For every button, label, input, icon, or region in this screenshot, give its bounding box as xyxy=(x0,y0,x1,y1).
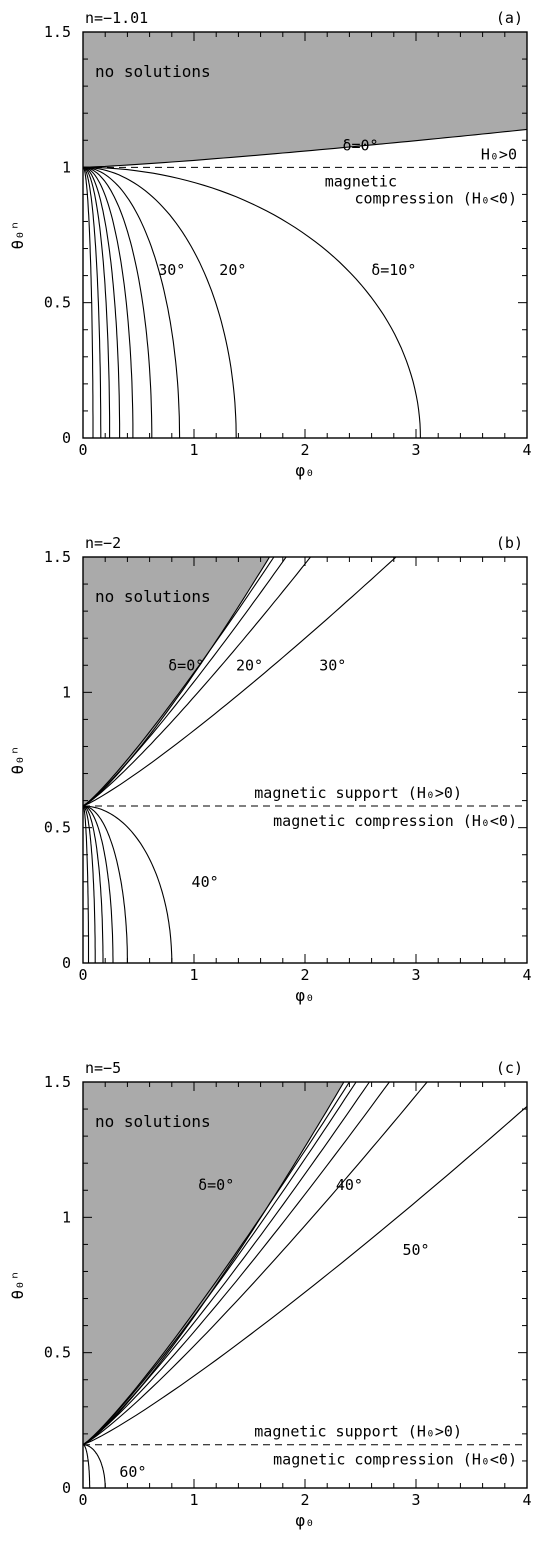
no-solutions-label: no solutions xyxy=(95,587,211,606)
y-tick-label: 1 xyxy=(62,683,71,701)
lower-curve xyxy=(82,166,121,438)
curve-label: 40° xyxy=(192,873,219,891)
x-tick-label: 0 xyxy=(78,1491,87,1509)
lower-curve xyxy=(82,805,128,963)
upper-curve xyxy=(82,1081,357,1446)
no-solutions-region xyxy=(83,32,527,168)
x-axis-label: φ₀ xyxy=(295,461,314,480)
panel-label: (b) xyxy=(496,534,523,552)
x-tick-label: 1 xyxy=(189,441,198,459)
y-tick-label: 0.5 xyxy=(44,294,71,312)
lower-curve xyxy=(83,1444,106,1488)
lower-curve xyxy=(82,166,111,438)
region-label-compression: magnetic compression (H₀<0) xyxy=(273,812,517,830)
curve-label: 20° xyxy=(236,656,263,674)
n-value-label: n=−2 xyxy=(85,534,121,552)
x-tick-label: 4 xyxy=(522,966,531,984)
upper-curve xyxy=(82,1081,350,1446)
curve-label: 50° xyxy=(402,1241,429,1259)
y-axis-label: θ₀ⁿ xyxy=(8,746,27,775)
y-tick-label: 1 xyxy=(62,1208,71,1226)
y-tick-label: 0 xyxy=(62,954,71,972)
region-label-compression: magnetic xyxy=(325,172,397,190)
curve-label: 40° xyxy=(336,1176,363,1194)
x-tick-label: 1 xyxy=(189,966,198,984)
n-value-label: n=−1.01 xyxy=(85,9,148,27)
lower-curve xyxy=(82,805,96,963)
lower-curve xyxy=(82,166,181,439)
panel-b: 0 1 2 3 4 0 0.5 1 1.5 φ₀ θ₀ⁿ n=−2 (b) no solutions mag… xyxy=(8,534,532,1005)
y-tick-label: 0.5 xyxy=(44,1344,71,1362)
y-tick-label: 1.5 xyxy=(44,1073,71,1091)
upper-curve xyxy=(82,1081,428,1446)
lower-curve xyxy=(82,805,104,963)
no-solutions-region xyxy=(83,1082,344,1445)
panel-c: 0 1 2 3 4 0 0.5 1 1.5 φ₀ θ₀ⁿ n=−5 (c) no solutions mag… xyxy=(8,1059,532,1530)
upper-curve xyxy=(82,556,275,807)
curve-label: 30° xyxy=(158,261,185,279)
curve-label: δ=0° xyxy=(168,656,204,674)
curve-label: 60° xyxy=(119,1463,146,1481)
lower-curve xyxy=(82,1444,91,1488)
upper-curve xyxy=(82,556,287,807)
region-label-compression: magnetic compression (H₀<0) xyxy=(273,1451,517,1469)
x-tick-label: 3 xyxy=(411,441,420,459)
curve-label: 30° xyxy=(319,656,346,674)
y-tick-label: 1.5 xyxy=(44,23,71,41)
lower-curve xyxy=(82,166,421,439)
lower-curve xyxy=(82,805,90,963)
n-value-label: n=−5 xyxy=(85,1059,121,1077)
no-solutions-label: no solutions xyxy=(95,1112,211,1131)
x-tick-label: 1 xyxy=(189,1491,198,1509)
x-tick-label: 2 xyxy=(300,441,309,459)
lower-curve xyxy=(82,166,94,438)
y-tick-label: 0.5 xyxy=(44,819,71,837)
curve-label: δ=10° xyxy=(371,261,416,279)
upper-curve xyxy=(82,1105,528,1446)
x-tick-label: 2 xyxy=(300,1491,309,1509)
panel-a: 0 1 2 3 4 0 0.5 1 1.5 φ₀ θ₀ⁿ n=−1.01 (a) no solutions… xyxy=(8,9,532,480)
no-solutions-region xyxy=(83,557,270,807)
panel-label: (a) xyxy=(496,9,523,27)
x-tick-label: 0 xyxy=(78,441,87,459)
y-tick-label: 1.5 xyxy=(44,548,71,566)
panel-label: (c) xyxy=(496,1059,523,1077)
lower-curve xyxy=(82,166,102,438)
upper-curve xyxy=(82,556,397,807)
region-label-compression: compression (H₀<0) xyxy=(354,189,517,207)
y-tick-label: 1 xyxy=(62,158,71,176)
lower-curve xyxy=(82,166,153,438)
curve-label: δ=0° xyxy=(198,1176,234,1194)
no-solutions-label: no solutions xyxy=(95,62,211,81)
region-label-support: magnetic support (H₀>0) xyxy=(254,784,462,802)
lower-curve xyxy=(82,166,237,439)
lower-curve xyxy=(82,805,114,963)
boundary-curve xyxy=(82,128,528,168)
upper-curve xyxy=(82,1081,370,1446)
y-axis-label: θ₀ⁿ xyxy=(8,221,27,250)
x-tick-label: 3 xyxy=(411,1491,420,1509)
curve-label: 20° xyxy=(219,261,246,279)
upper-curve xyxy=(82,556,311,807)
y-tick-label: 0 xyxy=(62,1479,71,1497)
x-tick-label: 3 xyxy=(411,966,420,984)
region-label-support: magnetic support (H₀>0) xyxy=(254,1423,462,1441)
x-axis-label: φ₀ xyxy=(295,1511,314,1530)
lower-curve xyxy=(82,805,173,963)
y-tick-label: 0 xyxy=(62,429,71,447)
x-tick-label: 4 xyxy=(522,1491,531,1509)
lower-curve xyxy=(82,166,134,438)
x-tick-label: 0 xyxy=(78,966,87,984)
region-label-support: H₀>0 xyxy=(481,145,517,163)
x-tick-label: 2 xyxy=(300,966,309,984)
curve-label: δ=0° xyxy=(342,137,378,155)
upper-curve xyxy=(82,1081,390,1446)
x-axis-label: φ₀ xyxy=(295,986,314,1005)
x-tick-label: 4 xyxy=(522,441,531,459)
y-axis-label: θ₀ⁿ xyxy=(8,1271,27,1300)
